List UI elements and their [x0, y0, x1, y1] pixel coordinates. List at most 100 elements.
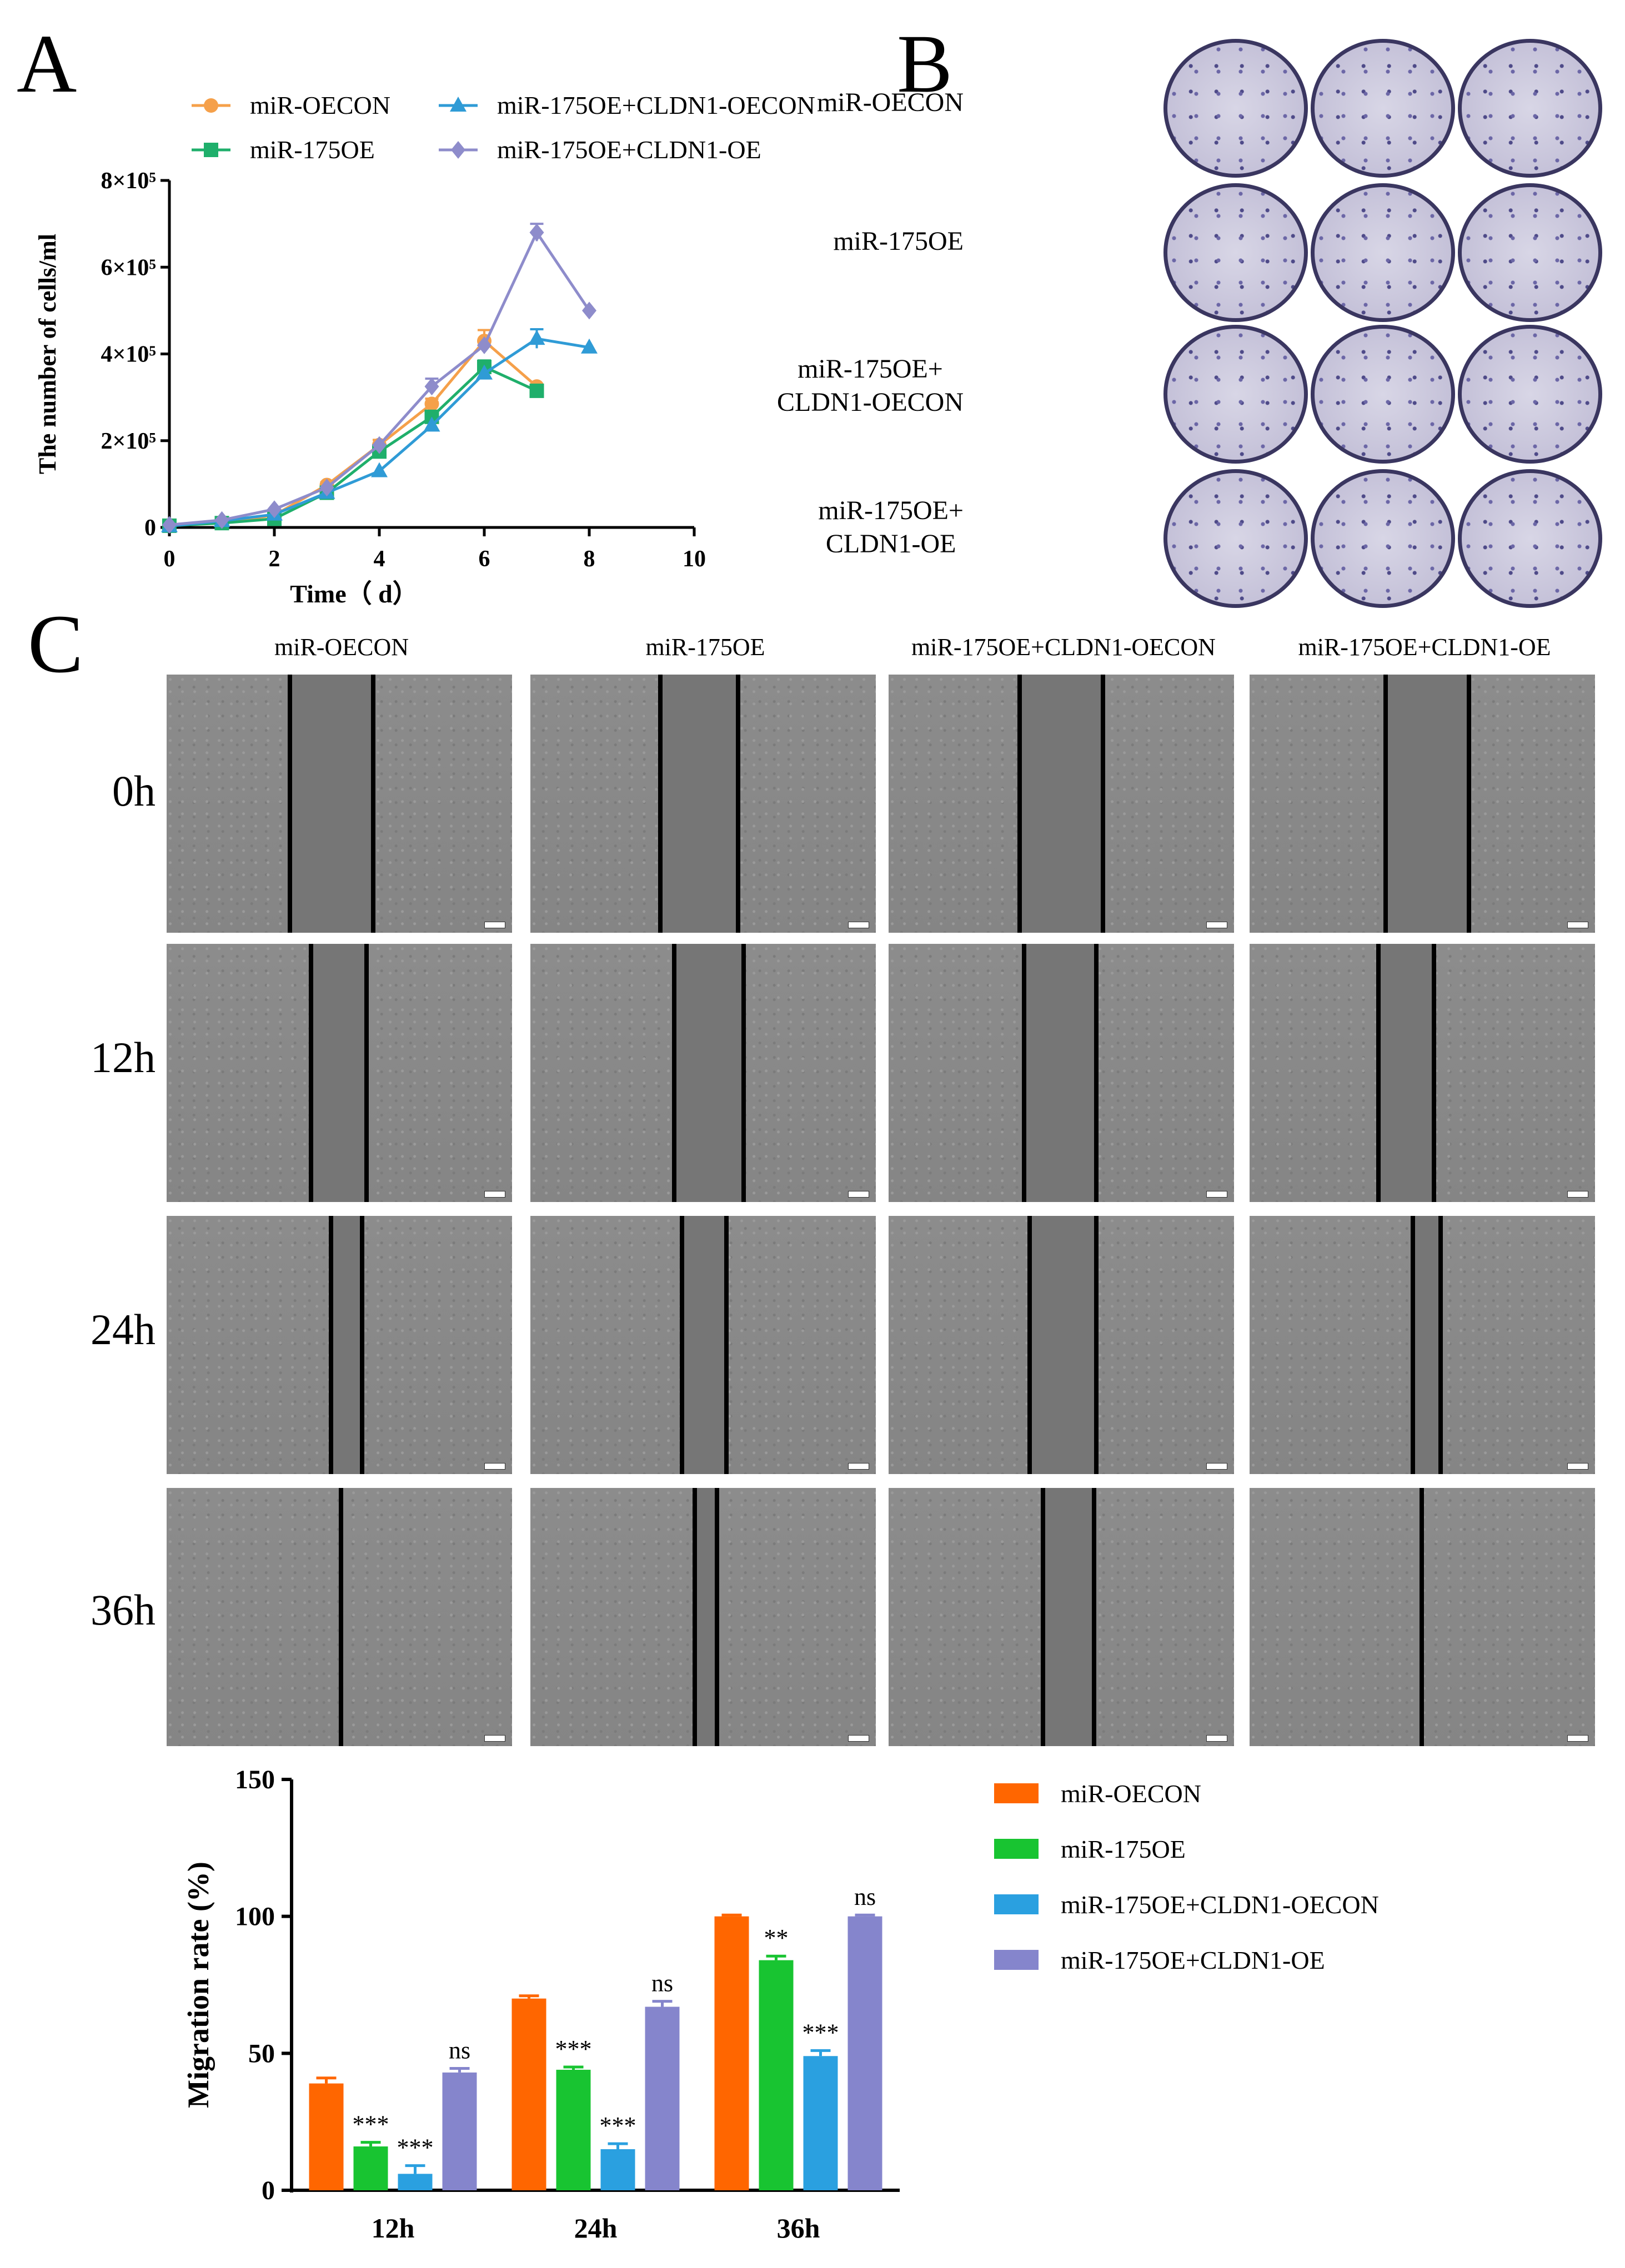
- legend-label: miR-175OE: [1061, 1835, 1186, 1863]
- legend-swatch: [994, 1950, 1039, 1970]
- scratch-column-label: miR-175OE+CLDN1-OECON: [911, 633, 1216, 661]
- legend-label: miR-OECON: [250, 91, 390, 119]
- significance-label: ns: [854, 1883, 876, 1910]
- series-mir-175oe-cldn1-oecon: [161, 328, 598, 532]
- colony-dish: [1458, 183, 1602, 322]
- x-tick-label: 36h: [777, 2212, 820, 2244]
- dish-row-label: miR-OECON: [817, 86, 964, 119]
- scratch-micrograph: [530, 1488, 876, 1746]
- series-line: [169, 337, 590, 528]
- data-point: [204, 143, 218, 157]
- migration-rate-chart: 0 50 100 150 Migration rate (%) 12h *** *** ns 24…: [182, 1765, 1379, 2244]
- scratch-row-label: 24h: [91, 1305, 156, 1354]
- significance-label: ***: [600, 2112, 636, 2139]
- scratch-micrograph: [1250, 1216, 1595, 1474]
- significance-label: ***: [803, 2019, 839, 2046]
- data-point: [424, 396, 439, 411]
- data-point: [424, 378, 439, 396]
- x-tick-label: 6: [479, 546, 490, 572]
- legend-swatch: [994, 1783, 1039, 1803]
- bar: [353, 2146, 388, 2190]
- scratch-column-label: miR-175OE: [645, 633, 765, 661]
- bar: [442, 2072, 477, 2190]
- scratch-micrograph: [167, 1216, 512, 1474]
- scratch-micrograph: [167, 944, 512, 1202]
- colony-dish: [1458, 469, 1602, 608]
- bar: [847, 1916, 882, 2190]
- colony-dish: [1163, 469, 1308, 608]
- dish-row-label: miR-175OE+ CLDN1-OE: [818, 494, 964, 561]
- data-point: [267, 500, 282, 519]
- legend-swatch: [994, 1894, 1039, 1914]
- scratch-row-label: 0h: [112, 767, 156, 815]
- scratch-micrograph: [889, 1488, 1234, 1746]
- y-tick-label: 150: [235, 1765, 275, 1794]
- significance-label: **: [764, 1924, 789, 1952]
- series-mir-175oe: [162, 359, 544, 533]
- y-axis-title: Migration rate (%): [182, 1862, 215, 2108]
- colony-dish: [1458, 39, 1602, 178]
- data-point: [423, 416, 440, 432]
- data-point: [581, 338, 598, 354]
- y-tick-label: 2×10⁵: [101, 429, 156, 454]
- y-tick-label: 100: [235, 1902, 275, 1932]
- colony-dish: [1163, 39, 1308, 178]
- legend-label: miR-175OE+CLDN1-OE: [1061, 1946, 1325, 1974]
- bar: [759, 1960, 794, 2190]
- y-tick-label: 8×10⁵: [101, 168, 156, 194]
- legend-label: miR-175OE+CLDN1-OE: [497, 135, 761, 164]
- significance-label: ns: [449, 2036, 470, 2064]
- colony-dish: [1458, 325, 1602, 464]
- legend-label: miR-OECON: [1061, 1779, 1201, 1808]
- x-tick-label: 4: [374, 546, 385, 572]
- colony-dish: [1163, 183, 1308, 322]
- dish-row-label: miR-175OE: [833, 225, 964, 258]
- data-point: [528, 330, 545, 345]
- scratch-micrograph: [889, 675, 1234, 933]
- data-point: [476, 364, 493, 380]
- data-point: [529, 383, 544, 398]
- legend-swatch: [994, 1839, 1039, 1859]
- colony-dish: [1311, 183, 1455, 322]
- scratch-micrograph: [1250, 675, 1595, 933]
- dish-row-label-line: miR-175OE: [833, 227, 964, 256]
- bar: [714, 1916, 749, 2190]
- significance-label: ***: [353, 2111, 389, 2138]
- y-tick-label: 6×10⁵: [101, 255, 156, 280]
- y-tick-label: 0: [262, 2176, 275, 2205]
- x-axis-title: Time（ d）: [290, 580, 418, 608]
- x-tick-label: 2: [269, 546, 280, 572]
- scratch-column-label: miR-OECON: [274, 633, 409, 661]
- dish-row-label-line: miR-175OE+: [798, 354, 943, 384]
- growth-curve-chart: 0 2 4 6 8 10 0 2×10⁵ 4×10⁵ 6×10⁵ 8×10⁵ Time（ d） The …: [34, 91, 815, 608]
- dish-row-label-line: miR-OECON: [817, 88, 964, 117]
- significance-label: ns: [651, 1970, 673, 1997]
- x-tick-label: 12h: [372, 2212, 415, 2244]
- bar: [309, 2083, 344, 2190]
- significance-label: ***: [555, 2035, 592, 2063]
- x-tick-label: 10: [683, 546, 706, 572]
- data-point: [162, 516, 177, 534]
- y-axis-title: The number of cells/ml: [34, 234, 61, 474]
- y-tick-label: 50: [248, 2039, 275, 2068]
- bar: [556, 2069, 591, 2190]
- colony-dish: [1311, 325, 1455, 464]
- data-point: [204, 98, 218, 113]
- dish-row-label: miR-175OE+ CLDN1-OECON: [777, 353, 964, 419]
- dish-row-label-line: CLDN1-OE: [825, 529, 956, 559]
- scratch-micrograph: [1250, 1488, 1595, 1746]
- scratch-micrograph: [530, 675, 876, 933]
- panel-a-letter: A: [17, 18, 77, 110]
- data-point: [214, 511, 229, 529]
- x-tick-label: 24h: [574, 2212, 618, 2244]
- bar: [803, 2056, 838, 2190]
- significance-label: ***: [397, 2134, 434, 2161]
- y-tick-label: 0: [144, 515, 156, 541]
- colony-formation-panel: miR-OECON miR-175OE miR-175OE+ CLDN1-OEC…: [777, 39, 1611, 608]
- panel-c-letter: C: [28, 598, 84, 690]
- scratch-micrograph: [167, 1488, 512, 1746]
- scratch-micrograph: [530, 1216, 876, 1474]
- data-point: [450, 97, 467, 112]
- legend-label: miR-175OE: [250, 135, 375, 164]
- bar: [645, 2006, 680, 2190]
